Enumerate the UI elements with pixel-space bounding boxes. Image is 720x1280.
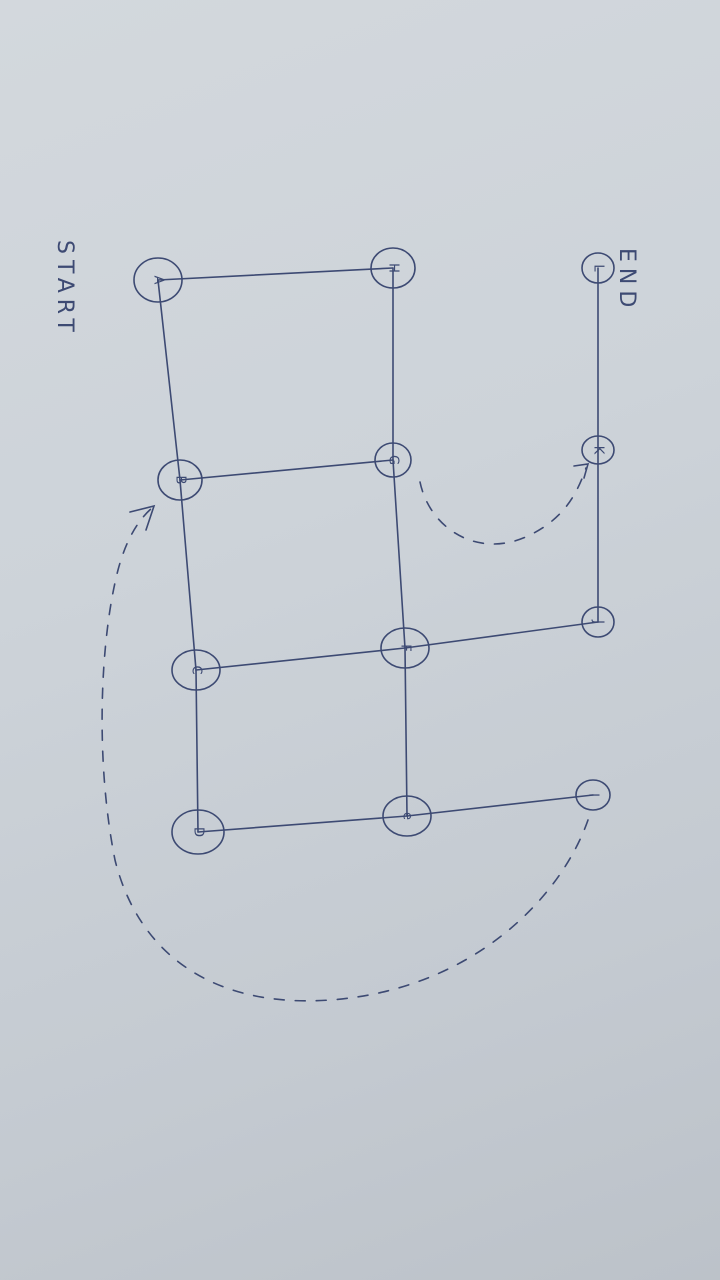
node-k-circle (581, 435, 615, 465)
node-f: F (380, 627, 430, 669)
node-e-circle (382, 795, 432, 837)
node-i: I (575, 779, 611, 811)
node-l-circle (581, 252, 615, 284)
node-k: K (581, 435, 615, 465)
edge-g-b (179, 459, 394, 481)
edge-f-e (404, 647, 408, 817)
dashed-path-g-k (419, 467, 587, 545)
node-h-label: H (386, 263, 401, 273)
edge-a-b (157, 279, 181, 481)
node-a: A (133, 257, 183, 303)
edge-e-d (197, 815, 408, 833)
edge-a-h (157, 267, 394, 281)
dashed-paths-layer (101, 463, 590, 1002)
node-i-circle (575, 779, 611, 811)
edge-c-d (195, 669, 199, 833)
node-c: C (171, 649, 221, 691)
node-f-label: F (398, 644, 413, 651)
node-j-label: J (591, 619, 606, 624)
dashed-path-i-b (101, 507, 589, 1002)
node-k-label: K (591, 446, 606, 455)
node-e-label: e (400, 812, 415, 820)
node-a-label: A (151, 276, 166, 285)
node-b: B (157, 459, 203, 501)
node-b-circle (157, 459, 203, 501)
edge-e-i (406, 794, 594, 817)
node-d: D (171, 809, 225, 855)
node-j: J (581, 606, 615, 638)
end-label: END (614, 248, 639, 313)
node-g: G (374, 442, 412, 478)
node-l: L (581, 252, 615, 284)
node-g-label: G (386, 455, 401, 465)
node-j-circle (581, 606, 615, 638)
node-c-label: C (189, 665, 204, 674)
arrowhead-k (573, 463, 590, 479)
node-h-circle (370, 247, 416, 289)
node-l-label: L (591, 264, 606, 272)
node-g-circle (374, 442, 412, 478)
edge-f-c (195, 647, 406, 671)
node-h: H (370, 247, 416, 289)
node-e: e (382, 795, 432, 837)
node-f-circle (380, 627, 430, 669)
arrowhead-b (129, 504, 156, 531)
nodes-layer: A B C De F G H I J K L (133, 247, 615, 855)
start-label: START (52, 240, 77, 338)
node-i-label: I (586, 793, 601, 797)
edge-g-f (392, 459, 406, 649)
edge-f-j (404, 621, 599, 649)
edge-b-c (179, 479, 197, 671)
node-c-circle (171, 649, 221, 691)
node-b-label: B (173, 476, 188, 485)
node-d-circle (171, 809, 225, 855)
node-a-circle (133, 257, 183, 303)
node-d-label: D (191, 827, 206, 837)
edges-layer (157, 267, 599, 833)
